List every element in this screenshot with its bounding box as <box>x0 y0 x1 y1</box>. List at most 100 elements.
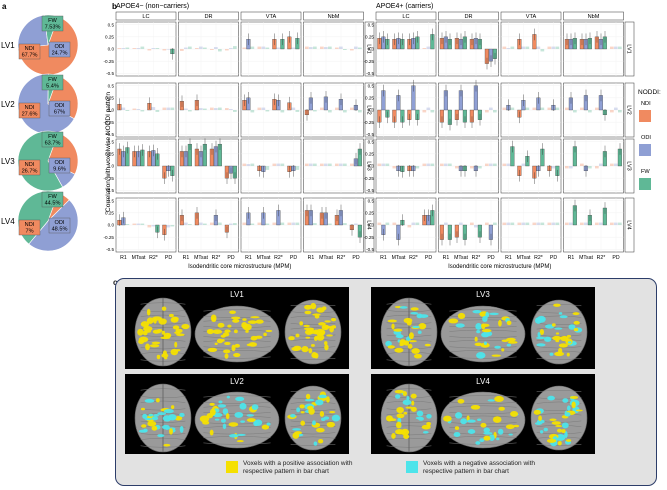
group-title: APOE4− (non−carriers) <box>116 3 189 10</box>
bar <box>551 222 556 225</box>
brain-sulcus <box>449 336 517 339</box>
positive-voxel-cluster <box>225 413 230 420</box>
positive-voxel-cluster <box>326 421 335 428</box>
positive-voxel-cluster <box>506 320 512 326</box>
bar <box>287 222 292 225</box>
bar <box>510 107 515 110</box>
bar <box>136 223 141 225</box>
positive-voxel-cluster <box>299 321 304 326</box>
positive-voxel-cluster <box>300 411 305 414</box>
positive-voxel-cluster <box>138 336 149 343</box>
y-tick-label: 0.0 <box>108 223 115 228</box>
bar <box>422 110 427 113</box>
positive-voxel-cluster <box>421 424 431 430</box>
bar <box>381 163 386 166</box>
bar <box>324 47 328 49</box>
bar <box>343 163 347 166</box>
pie-slice-label-box <box>41 74 64 91</box>
negative-voxel-cluster <box>162 424 170 430</box>
negative-voxel-cluster <box>416 410 424 417</box>
bar <box>502 107 507 110</box>
brain-sulcus <box>449 405 517 408</box>
bar <box>493 222 497 225</box>
pie-slice-percent: 63.7% <box>45 141 61 147</box>
pie-slice-name: FW <box>48 194 57 200</box>
bar <box>199 46 203 49</box>
positive-voxel-cluster <box>145 343 150 351</box>
positive-voxel-cluster <box>396 406 404 414</box>
region-label: NbM <box>588 14 600 20</box>
negative-voxel-cluster <box>144 398 155 403</box>
bar <box>358 47 362 49</box>
row-strip-label: LV4 <box>366 220 372 229</box>
positive-voxel-cluster <box>154 331 161 334</box>
legend-swatch <box>639 144 651 156</box>
negative-voxel-cluster <box>544 336 552 342</box>
positive-voxel-cluster <box>558 343 568 348</box>
positive-voxel-cluster <box>326 334 333 337</box>
positive-voxel-cluster <box>324 320 331 323</box>
bar <box>210 107 214 110</box>
positive-voxel-cluster <box>470 404 481 410</box>
positive-voxel-cluster <box>551 323 556 327</box>
pie-slice-percent: 24.7% <box>52 51 68 57</box>
brain-view-label: LV1 <box>230 290 244 299</box>
bar <box>474 225 478 228</box>
positive-voxel-cluster <box>312 313 321 316</box>
y-tick-label: 0.25 <box>365 34 374 39</box>
positive-voxel-cluster <box>140 321 150 328</box>
pie-lv-label: LV3 <box>1 157 15 166</box>
brain-sulcus <box>203 309 271 312</box>
positive-voxel-cluster <box>169 313 174 318</box>
region-strip <box>375 11 437 21</box>
row-strip-label: LV3 <box>626 161 632 170</box>
positive-voxel-cluster <box>480 323 490 328</box>
bar <box>536 46 541 49</box>
legend-label: NDI <box>641 101 651 107</box>
region-strip <box>438 11 499 21</box>
bar <box>444 163 448 166</box>
y-tick-label: -0.25 <box>104 120 115 125</box>
positive-voxel-cluster <box>143 326 153 332</box>
bar <box>502 163 507 166</box>
bar <box>166 107 171 110</box>
bar <box>313 46 317 49</box>
pie-slice-name: ODI <box>55 103 65 109</box>
region-strip <box>303 11 364 21</box>
bar <box>320 107 324 110</box>
positive-voxel-cluster <box>246 418 256 423</box>
positive-voxel-cluster <box>308 348 313 354</box>
negative-voxel-cluster <box>472 310 482 314</box>
bar <box>320 46 324 49</box>
y-tick-label: 0.5 <box>108 198 115 203</box>
region-label: DR <box>204 14 212 20</box>
bar <box>265 223 270 225</box>
negative-voxel-cluster <box>482 315 488 323</box>
bar <box>525 222 530 225</box>
negative-voxel-cluster <box>228 433 239 438</box>
negative-voxel-cluster <box>536 343 546 347</box>
bar <box>506 222 511 225</box>
positive-voxel-cluster <box>556 428 563 433</box>
negative-voxel-cluster <box>460 418 467 425</box>
bar <box>121 107 126 110</box>
positive-voxel-cluster <box>466 415 470 422</box>
positive-voxel-cluster <box>170 348 179 356</box>
y-tick-label: 0.5 <box>368 198 375 203</box>
bar <box>170 107 175 110</box>
x-tick-label: R1 <box>245 255 252 261</box>
positive-voxel-cluster <box>394 389 405 394</box>
negative-voxel-cluster <box>479 438 485 443</box>
region-strip <box>563 11 624 21</box>
positive-voxel-cluster <box>411 406 417 412</box>
bar <box>272 222 277 225</box>
positive-voxel-cluster <box>175 328 183 334</box>
positive-voxel-cluster <box>324 341 328 346</box>
pie-slice-name: FW <box>48 18 57 24</box>
bar <box>430 110 435 113</box>
bar <box>430 163 435 166</box>
negative-voxel-cluster <box>168 414 177 421</box>
negative-voxel-cluster <box>422 431 429 434</box>
y-tick-label: -0.5 <box>106 71 114 76</box>
negative-voxel-cluster <box>417 330 422 335</box>
